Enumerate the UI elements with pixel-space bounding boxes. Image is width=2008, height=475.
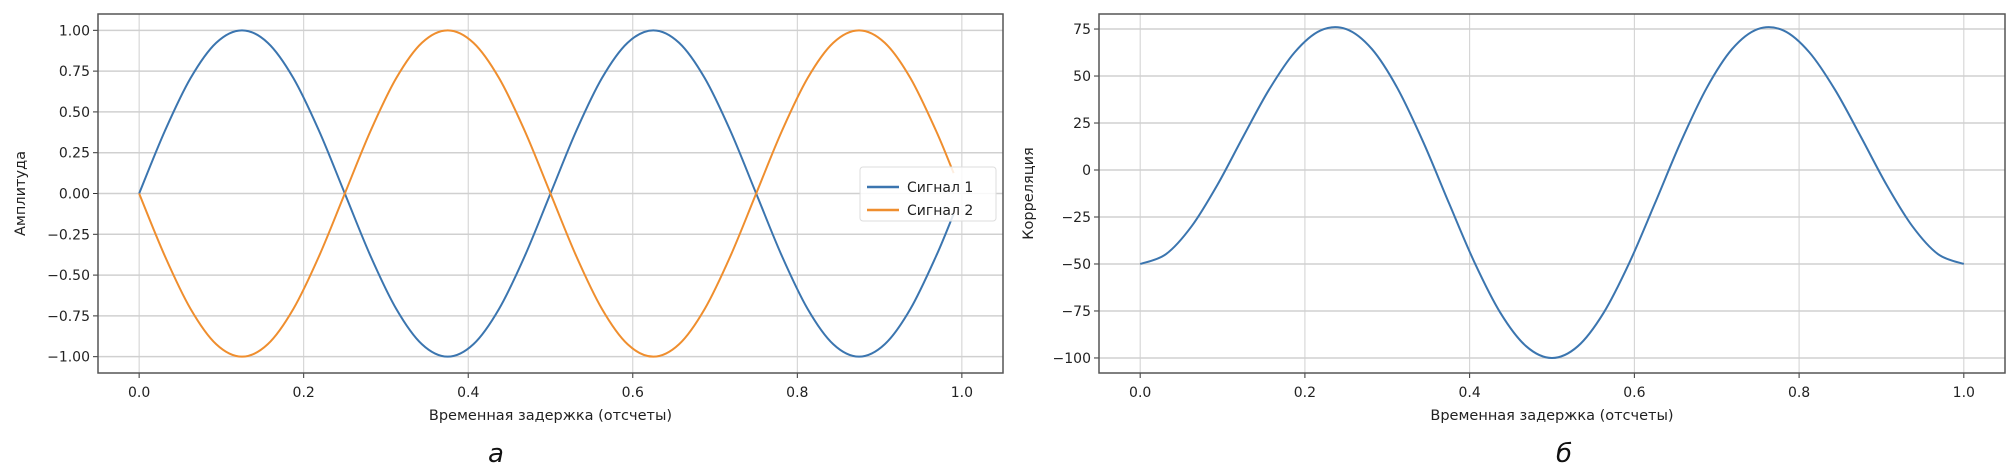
legend: Сигнал 1 Сигнал 2 xyxy=(859,166,997,222)
x-tick-label: 0.2 xyxy=(293,385,315,401)
y-tick-label: 0.75 xyxy=(59,64,90,80)
x-tick-label: 0.2 xyxy=(1294,385,1316,401)
y-axis-label: Амплитуда xyxy=(13,151,29,236)
axes-frame xyxy=(1098,13,2006,374)
y-tick-label: 0.00 xyxy=(59,187,90,203)
x-tick-label: 0.0 xyxy=(1129,385,1151,401)
y-tick-label: 75 xyxy=(1073,22,1091,38)
y-tick-label: 0.25 xyxy=(59,146,90,162)
y-tick-label: −0.25 xyxy=(47,227,90,243)
x-tick-label: 0.4 xyxy=(1459,385,1481,401)
y-axis-label: Корреляция xyxy=(1021,147,1037,240)
x-axis-label: Временная задержка (отсчеты) xyxy=(1430,408,1673,424)
legend-label: Сигнал 1 xyxy=(907,180,973,196)
x-tick-label: 0.6 xyxy=(1623,385,1645,401)
y-tick-label: −75 xyxy=(1061,304,1091,320)
x-tick-label: 0.8 xyxy=(786,385,808,401)
series-line-1 xyxy=(1139,26,1965,359)
legend-box xyxy=(859,166,997,222)
y-tick-label: −50 xyxy=(1061,257,1091,273)
x-tick-label: 0.6 xyxy=(622,385,644,401)
chart-signals: 0.0 0.2 0.4 0.6 0.8 1.0 1.00 0.75 0.50 0.25 0.00 −0… xyxy=(13,13,1004,469)
x-tick-label: 1.0 xyxy=(1953,385,1975,401)
y-tick-label: 0 xyxy=(1082,163,1091,179)
x-tick-label: 1.0 xyxy=(951,385,973,401)
y-tick-label: −1.00 xyxy=(47,350,90,366)
y-tick-label: 50 xyxy=(1073,69,1091,85)
chart-correlation: 0.0 0.2 0.4 0.6 0.8 1.0 75 50 25 0 −25 −50 −75 −100 Вр… xyxy=(1021,13,2006,469)
series-line-2 xyxy=(138,29,955,358)
legend-label: Сигнал 2 xyxy=(907,203,973,219)
y-tick-label: −0.50 xyxy=(47,268,90,284)
x-axis-label: Временная задержка (отсчеты) xyxy=(429,408,672,424)
panel-label: б xyxy=(1556,439,1572,469)
y-tick-label: −0.75 xyxy=(47,309,90,325)
y-tick-label: 25 xyxy=(1073,116,1091,132)
y-tick-label: 0.50 xyxy=(59,105,90,121)
x-tick-label: 0.4 xyxy=(457,385,479,401)
x-tick-label: 0.8 xyxy=(1788,385,1810,401)
x-tick-label: 0.0 xyxy=(128,385,150,401)
panel-label: а xyxy=(488,439,504,469)
axes-frame xyxy=(97,13,1004,374)
y-tick-label: −100 xyxy=(1053,351,1091,367)
y-tick-label: −25 xyxy=(1061,210,1091,226)
y-tick-label: 1.00 xyxy=(59,23,90,39)
